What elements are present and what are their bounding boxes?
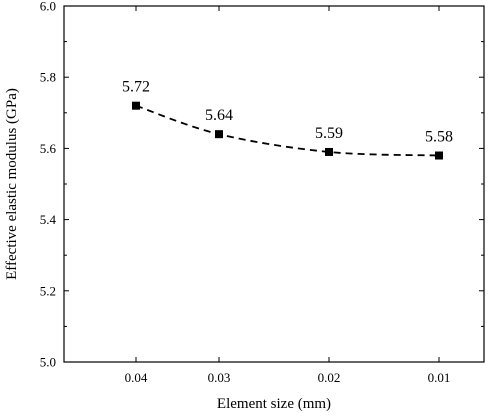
x-tick-label: 0.03 — [208, 370, 231, 385]
x-tick-label: 0.04 — [125, 370, 148, 385]
y-axis-title: Effective elastic modulus (GPa) — [4, 88, 20, 280]
data-label: 5.58 — [425, 129, 453, 146]
x-tick-label: 0.01 — [428, 370, 451, 385]
y-tick-label: 5.6 — [40, 141, 57, 156]
x-axis-title: Element size (mm) — [217, 396, 331, 412]
data-label: 5.72 — [122, 79, 150, 96]
series-line — [135, 104, 440, 157]
series-markers — [132, 101, 443, 160]
x-tick-label: 0.02 — [318, 370, 341, 385]
y-tick-label: 5.0 — [40, 355, 56, 370]
x-axis-ticks: 0.04 0.03 0.02 0.01 — [125, 6, 451, 385]
plot-frame — [63, 5, 485, 363]
data-point-marker — [435, 151, 443, 160]
y-tick-label: 5.4 — [40, 212, 57, 227]
data-point-marker — [325, 147, 333, 156]
data-label: 5.59 — [315, 125, 343, 142]
y-tick-label: 6.0 — [40, 0, 56, 14]
y-tick-label: 5.8 — [40, 70, 56, 85]
y-axis-ticks: 5.0 5.2 5.4 5.6 5.8 6.0 — [40, 0, 484, 370]
data-point-marker — [132, 101, 140, 110]
y-tick-label: 5.2 — [40, 283, 56, 298]
data-point-marker — [215, 130, 223, 139]
data-labels: 5.72 5.64 5.59 5.58 — [122, 79, 453, 146]
data-label: 5.64 — [205, 107, 233, 124]
